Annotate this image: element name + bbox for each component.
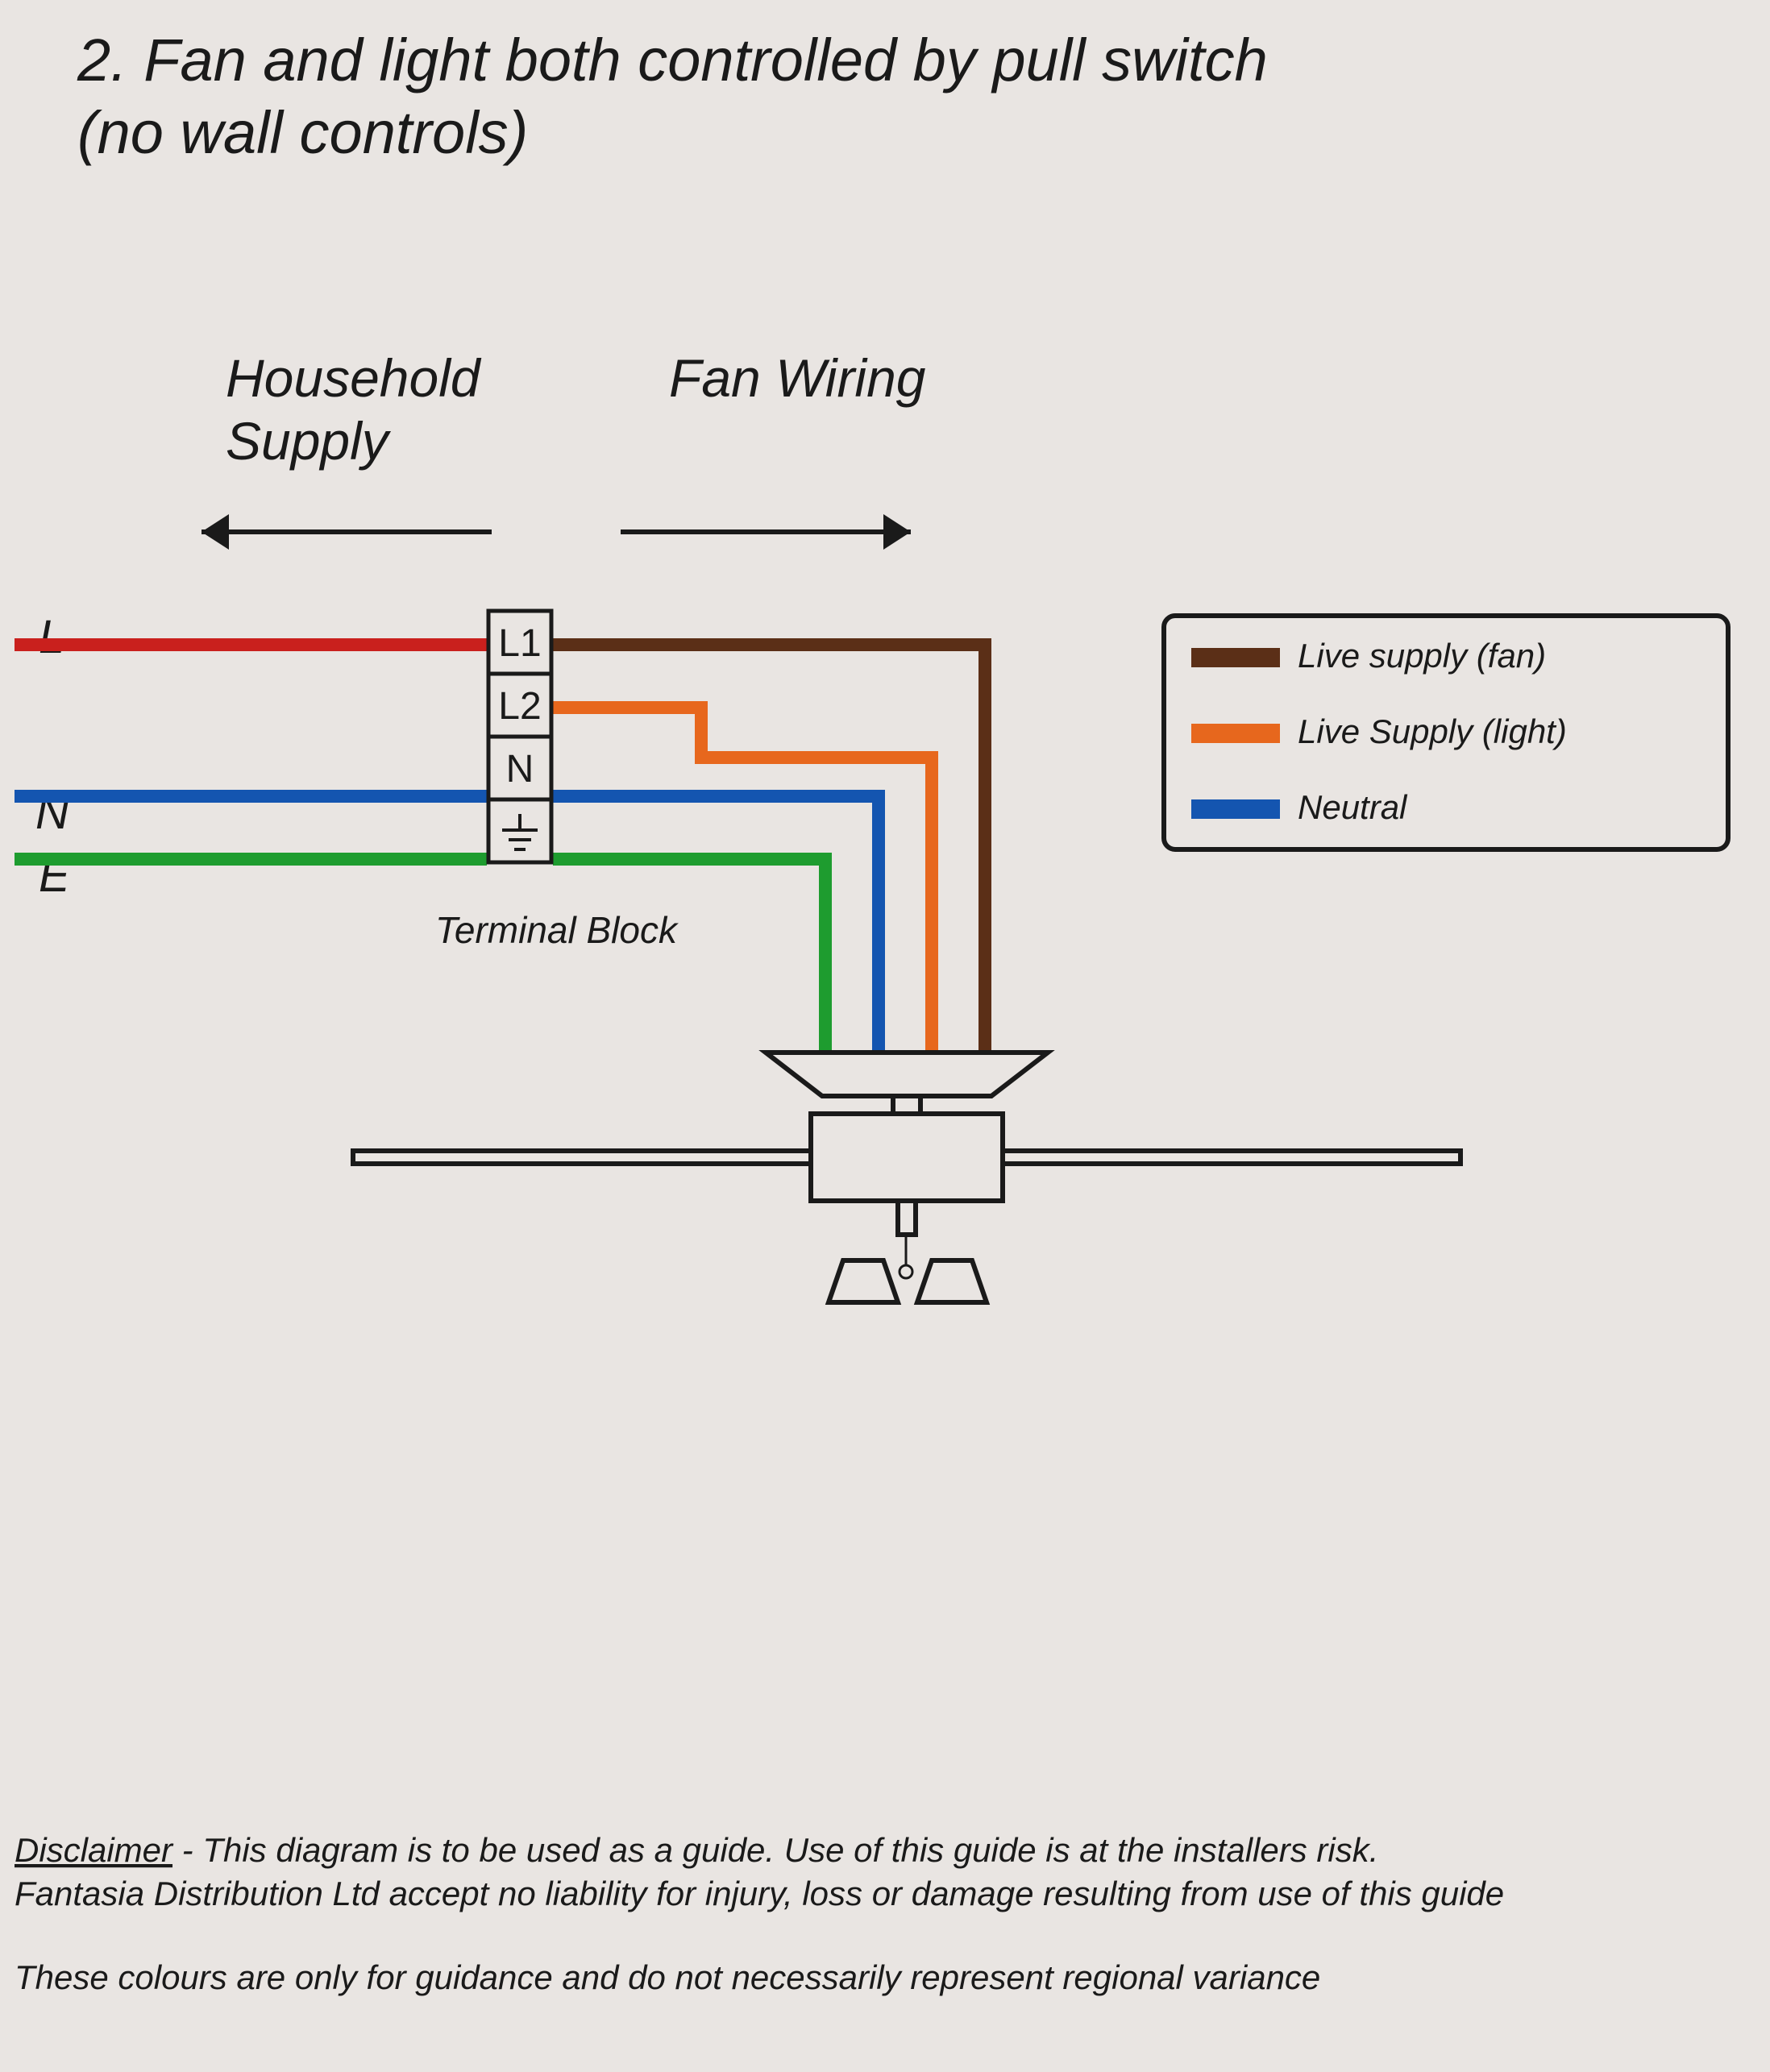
legend-swatch [1191, 799, 1280, 819]
title-line-1: 2. Fan and light both controlled by pull… [77, 27, 1268, 93]
title-line-2: (no wall controls) [77, 99, 528, 166]
wiring-diagram-page: 2. Fan and light both controlled by pull… [0, 0, 1770, 2072]
household-supply-label-2: Supply [226, 411, 392, 471]
diagram-svg: 2. Fan and light both controlled by pull… [0, 0, 1770, 2072]
legend-label: Live supply (fan) [1298, 637, 1546, 675]
terminal-cell-N: N [506, 748, 534, 791]
disclaimer-line: Fantasia Distribution Ltd accept no liab… [15, 1875, 1504, 1912]
terminal-block-caption: Terminal Block [435, 909, 679, 951]
fan-wiring-label: Fan Wiring [669, 348, 926, 408]
disclaimer-line: These colours are only for guidance and … [15, 1958, 1320, 1996]
supply-label-L: L [39, 611, 64, 663]
legend-swatch [1191, 724, 1280, 743]
household-supply-label: Household [226, 348, 482, 408]
disclaimer-line: Disclaimer - This diagram is to be used … [15, 1831, 1378, 1869]
legend-label: Live Supply (light) [1298, 712, 1567, 750]
terminal-block: L1 L2 N [488, 611, 551, 862]
terminal-cell-L1: L1 [498, 622, 541, 665]
legend-swatch [1191, 648, 1280, 667]
legend-label: Neutral [1298, 788, 1408, 826]
terminal-cell-L2: L2 [498, 685, 541, 728]
